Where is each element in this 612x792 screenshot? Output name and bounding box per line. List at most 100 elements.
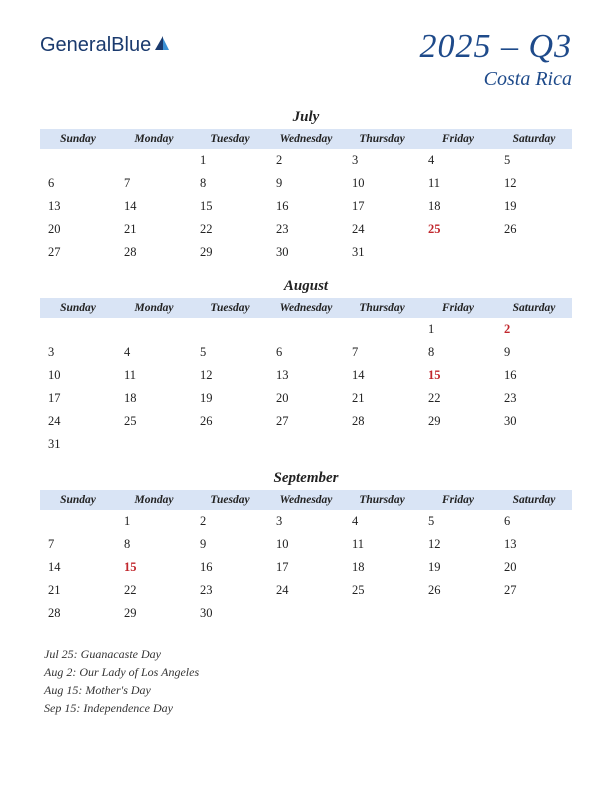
calendar-row: 12	[40, 318, 572, 341]
calendar-row: 17181920212223	[40, 387, 572, 410]
calendar-row: 20212223242526	[40, 218, 572, 241]
day-header: Friday	[420, 129, 496, 149]
day-header: Tuesday	[192, 490, 268, 510]
calendar-cell: 27	[40, 241, 116, 264]
calendar-cell: 8	[192, 172, 268, 195]
calendar-cell: 11	[344, 533, 420, 556]
calendar-cell	[420, 241, 496, 264]
calendar-row: 78910111213	[40, 533, 572, 556]
calendar-cell: 22	[116, 579, 192, 602]
calendar-cell: 13	[496, 533, 572, 556]
day-header: Wednesday	[268, 298, 344, 318]
calendar-cell: 27	[268, 410, 344, 433]
day-header: Thursday	[344, 490, 420, 510]
calendar-cell	[116, 433, 192, 456]
calendar-cell: 22	[192, 218, 268, 241]
logo-sail-icon	[153, 34, 171, 57]
calendar-cell: 26	[420, 579, 496, 602]
calendar-cell: 9	[192, 533, 268, 556]
calendar-cell: 30	[496, 410, 572, 433]
calendar-cell: 1	[116, 510, 192, 533]
calendar-row: 31	[40, 433, 572, 456]
calendar-row: 21222324252627	[40, 579, 572, 602]
day-header: Monday	[116, 490, 192, 510]
calendar-cell: 25	[344, 579, 420, 602]
calendar-cell: 14	[116, 195, 192, 218]
calendar-cell: 8	[116, 533, 192, 556]
calendar-cell: 21	[344, 387, 420, 410]
calendar-cell: 3	[40, 341, 116, 364]
quarter-title: 2025 – Q3	[419, 28, 572, 66]
holiday-item: Aug 15: Mother's Day	[44, 681, 572, 699]
calendar-cell: 15	[192, 195, 268, 218]
day-header: Monday	[116, 298, 192, 318]
logo-text-blue: Blue	[111, 34, 151, 57]
calendar-cell	[496, 241, 572, 264]
calendar-cell: 10	[40, 364, 116, 387]
day-header: Thursday	[344, 298, 420, 318]
calendar-cell: 23	[192, 579, 268, 602]
calendar-cell: 29	[192, 241, 268, 264]
calendar-cell: 5	[192, 341, 268, 364]
calendar-cell: 13	[268, 364, 344, 387]
calendar-cell: 7	[344, 341, 420, 364]
calendar-cell: 1	[420, 318, 496, 341]
calendar-cell: 25	[116, 410, 192, 433]
calendar-cell: 2	[268, 149, 344, 172]
calendar-cell: 6	[40, 172, 116, 195]
calendar-cell: 16	[192, 556, 268, 579]
day-header: Tuesday	[192, 298, 268, 318]
calendar-row: 2728293031	[40, 241, 572, 264]
calendar-cell: 11	[420, 172, 496, 195]
day-header: Wednesday	[268, 129, 344, 149]
calendar-cell: 17	[40, 387, 116, 410]
calendar-cell: 13	[40, 195, 116, 218]
calendar-cell	[344, 433, 420, 456]
holiday-item: Aug 2: Our Lady of Los Angeles	[44, 663, 572, 681]
calendar-cell: 24	[40, 410, 116, 433]
calendar-cell: 12	[496, 172, 572, 195]
calendar-cell: 4	[420, 149, 496, 172]
calendar-cell: 17	[268, 556, 344, 579]
calendar-cell	[420, 602, 496, 625]
month-block: July SundayMondayTuesdayWednesdayThursday…	[40, 109, 572, 264]
calendar-cell	[496, 602, 572, 625]
calendar-cell: 23	[496, 387, 572, 410]
calendar-cell	[192, 433, 268, 456]
calendar-cell	[496, 433, 572, 456]
calendar-cell: 9	[496, 341, 572, 364]
calendar-table: SundayMondayTuesdayWednesdayThursdayFrid…	[40, 129, 572, 264]
month-name: August	[40, 278, 572, 295]
calendar-cell: 31	[344, 241, 420, 264]
day-header: Tuesday	[192, 129, 268, 149]
calendar-cell: 17	[344, 195, 420, 218]
calendar-cell: 19	[496, 195, 572, 218]
day-header: Friday	[420, 298, 496, 318]
day-header: Friday	[420, 490, 496, 510]
calendar-cell: 16	[268, 195, 344, 218]
calendar-cell: 29	[116, 602, 192, 625]
calendar-cell	[344, 602, 420, 625]
calendar-cell: 11	[116, 364, 192, 387]
calendar-cell: 3	[344, 149, 420, 172]
calendar-cell: 28	[116, 241, 192, 264]
calendar-cell: 30	[268, 241, 344, 264]
holiday-item: Jul 25: Guanacaste Day	[44, 645, 572, 663]
calendar-cell: 15	[116, 556, 192, 579]
day-header: Monday	[116, 129, 192, 149]
calendar-cell: 21	[116, 218, 192, 241]
calendar-cell: 5	[420, 510, 496, 533]
country-name: Costa Rica	[419, 68, 572, 91]
day-header: Saturday	[496, 129, 572, 149]
calendar-cell: 24	[344, 218, 420, 241]
month-name: July	[40, 109, 572, 126]
day-header: Sunday	[40, 298, 116, 318]
calendar-cell: 18	[344, 556, 420, 579]
day-header: Saturday	[496, 298, 572, 318]
calendar-row: 10111213141516	[40, 364, 572, 387]
calendar-cell	[192, 318, 268, 341]
month-block: August SundayMondayTuesdayWednesdayThursd…	[40, 278, 572, 456]
calendar-cell: 28	[40, 602, 116, 625]
calendar-cell: 18	[116, 387, 192, 410]
calendar-cell: 8	[420, 341, 496, 364]
